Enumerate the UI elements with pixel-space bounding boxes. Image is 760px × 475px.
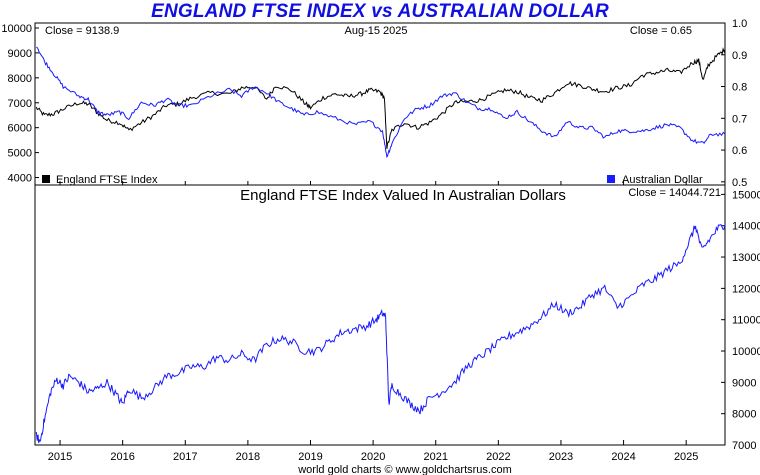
bottom-panel-title: England FTSE Index Valued In Australian … (240, 187, 566, 204)
legend-label-aud: Australian Dollar (622, 174, 703, 186)
x-tick-label: 2016 (110, 451, 134, 463)
x-tick-label: 2019 (298, 451, 322, 463)
x-tick-label: 2020 (361, 451, 385, 463)
y-tick-label: 0.5 (732, 177, 747, 189)
y-tick-label: 4000 (8, 173, 32, 185)
y-tick-label: 6000 (8, 123, 32, 135)
x-tick-label: 2025 (674, 451, 698, 463)
y-tick-label: 13000 (732, 252, 760, 264)
chart-title: ENGLAND FTSE INDEX vs AUSTRALIAN DOLLAR (151, 1, 609, 22)
legend-swatch-ftse (42, 175, 50, 183)
y-tick-label: 9000 (8, 48, 32, 60)
x-tick-label: 2021 (423, 451, 447, 463)
ftse-line (35, 47, 726, 149)
y-tick-label: 9000 (732, 377, 756, 389)
y-tick-label: 15000 (732, 189, 760, 201)
x-tick-label: 2015 (48, 451, 72, 463)
y-tick-label: 14000 (732, 221, 760, 233)
y-tick-label: 0.9 (732, 50, 747, 62)
top-panel-frame (34, 22, 726, 186)
bottom-panel-frame (34, 184, 726, 446)
date-label: Aug-15 2025 (345, 25, 408, 37)
footer-credit: world gold charts © www.goldchartsrus.co… (297, 464, 512, 475)
x-axis-ticks: 2015 2016 2017 2018 2019 2020 2021 2022 2023 2024… (48, 181, 698, 463)
y-tick-label: 0.7 (732, 113, 747, 125)
top-left-axis-ticks: 4000 5000 6000 7000 8000 9000 10000 (1, 23, 39, 185)
ratio-line (35, 224, 726, 443)
y-tick-label: 0.8 (732, 82, 747, 94)
y-tick-label: 8000 (8, 73, 32, 85)
y-tick-label: 10000 (732, 346, 760, 358)
y-tick-label: 5000 (8, 148, 32, 160)
y-tick-label: 0.6 (732, 145, 747, 157)
x-tick-label: 2017 (173, 451, 197, 463)
top-right-axis-ticks: 0.5 0.6 0.7 0.8 0.9 1.0 (721, 18, 747, 189)
aud-line (36, 46, 726, 158)
y-tick-label: 10000 (1, 23, 32, 35)
aud-close-label: Close = 0.65 (630, 25, 692, 37)
y-tick-label: 1.0 (732, 18, 747, 30)
y-tick-label: 7000 (732, 440, 756, 452)
y-tick-label: 8000 (732, 409, 756, 421)
bottom-right-axis-ticks: 7000 8000 9000 10000 11000 12000 13000 14000 150… (721, 189, 760, 452)
x-tick-label: 2022 (486, 451, 510, 463)
ratio-close-label: Close = 14044.721 (628, 187, 721, 199)
x-tick-label: 2024 (611, 451, 635, 463)
ftse-close-label: Close = 9138.9 (45, 25, 119, 37)
x-tick-label: 2018 (236, 451, 260, 463)
legend-swatch-aud (607, 175, 615, 183)
x-tick-label: 2023 (549, 451, 573, 463)
y-tick-label: 12000 (732, 283, 760, 295)
legend-label-ftse: England FTSE Index (56, 174, 158, 186)
y-tick-label: 11000 (732, 315, 760, 327)
y-tick-label: 7000 (8, 98, 32, 110)
series-lines (35, 46, 726, 443)
